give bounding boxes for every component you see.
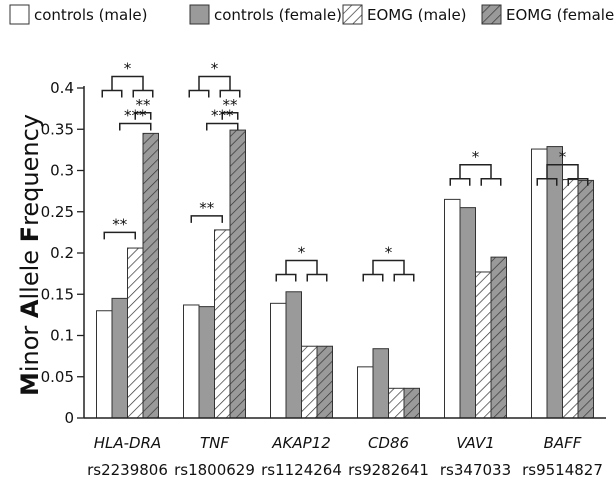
legend-label-eomg-female: EOMG (female): [506, 6, 614, 24]
significance-label: *: [472, 148, 480, 166]
legend-swatch-eomg-female: [481, 4, 502, 25]
bar-vav1-eomg-male: [475, 271, 492, 419]
y-axis-label: Minor Allele Frequency: [16, 114, 44, 396]
y-axis-label-part: requency: [16, 114, 44, 226]
significance-label: **: [136, 96, 152, 114]
y-tick-label: 0.25: [41, 203, 74, 221]
y-axis-label-part: llele: [16, 242, 44, 299]
y-axis-label-part: inor: [16, 318, 44, 372]
bar-cd86-controls-male: [357, 366, 374, 419]
bar-cd86-controls-female: [372, 348, 389, 419]
y-tick-label: 0: [64, 409, 74, 427]
significance-bracket-groups: [459, 164, 492, 179]
x-category-gene-vav1: VAV1: [456, 434, 495, 452]
significance-label: ***: [211, 106, 234, 124]
bar-tnf-eomg-male: [214, 229, 231, 419]
y-axis-label-part: A: [16, 299, 44, 318]
legend-swatch-eomg-male: [342, 4, 363, 25]
significance-label: **: [223, 96, 239, 114]
significance-label: *: [211, 59, 219, 77]
y-tick-label: 0.05: [41, 368, 74, 386]
bar-vav1-controls-male: [444, 198, 461, 419]
x-category-gene-hla-dra: HLA-DRA: [94, 434, 162, 452]
legend-label-controls-male: controls (male): [34, 6, 147, 24]
x-category-snp-rs347033: rs347033: [440, 461, 511, 479]
y-tick-label: 0.4: [50, 79, 74, 97]
x-category-gene-akap12: AKAP12: [271, 434, 331, 452]
bar-vav1-controls-female: [459, 207, 476, 419]
significance-label: *: [124, 59, 132, 77]
significance-bracket-eomg: [306, 273, 328, 282]
significance-bracket: [119, 122, 152, 131]
significance-label: ***: [124, 106, 147, 124]
bar-vav1-eomg-female: [490, 256, 507, 419]
y-tick-label: 0.2: [50, 244, 74, 262]
significance-bracket: [221, 112, 239, 120]
bar-akap12-eomg-female: [316, 345, 333, 419]
significance-bracket-groups: [198, 75, 231, 91]
x-category-gene-baff: BAFF: [544, 434, 582, 452]
x-category-snp-rs1124264: rs1124264: [261, 461, 342, 479]
significance-bracket-controls: [188, 89, 210, 98]
x-category-snp-rs9282641: rs9282641: [348, 461, 429, 479]
bar-baff-eomg-female: [577, 179, 594, 419]
bar-hla-dra-eomg-female: [142, 132, 159, 419]
x-category-snp-rs2239806: rs2239806: [87, 461, 168, 479]
bar-tnf-controls-male: [183, 304, 200, 419]
x-axis: HLA-DRA rs2239806 TNF rs1800629 AKAP12 rs1124…: [84, 417, 606, 479]
y-axis: 0 0.05 0.1 0.15 0.2 0.25 0.3 0.35 0.4: [41, 79, 85, 427]
significance-annotations: ***************** ** *: [101, 59, 589, 282]
bar-hla-dra-controls-female: [111, 297, 128, 419]
bar-hla-dra-controls-male: [96, 310, 113, 419]
significance-bracket: [134, 112, 152, 120]
x-category-snp-rs9514827: rs9514827: [522, 461, 603, 479]
bars: [96, 129, 594, 419]
bar-baff-controls-male: [531, 148, 548, 419]
significance-bracket-controls: [449, 178, 471, 186]
y-axis-label-part: M: [16, 372, 44, 396]
significance-bracket-groups: [372, 259, 405, 275]
bar-akap12-eomg-male: [301, 345, 318, 419]
significance-label: *: [559, 148, 567, 166]
bar-akap12-controls-male: [270, 302, 287, 419]
significance-bracket-groups: [111, 75, 144, 91]
legend-swatch-controls-female: [189, 4, 210, 25]
bar-cd86-eomg-female: [403, 387, 420, 419]
x-category-gene-tnf: TNF: [200, 434, 229, 452]
significance-bracket-eomg: [480, 178, 502, 186]
legend-label-controls-female: controls (female): [214, 6, 342, 24]
significance-bracket-eomg: [393, 273, 415, 282]
y-tick-label: 0.1: [50, 327, 74, 345]
legend-swatch-controls-male: [9, 4, 30, 25]
significance-bracket: [103, 231, 136, 240]
significance-label: *: [298, 243, 306, 261]
bar-tnf-controls-female: [198, 306, 215, 419]
bar-baff-eomg-male: [562, 179, 579, 419]
significance-bracket: [190, 215, 223, 223]
y-axis-label-part: F: [16, 226, 44, 242]
bar-baff-controls-female: [546, 146, 563, 419]
significance-bracket-groups: [546, 164, 579, 179]
significance-label: *: [385, 243, 393, 261]
bar-tnf-eomg-female: [229, 129, 246, 419]
bar-akap12-controls-female: [285, 291, 302, 419]
x-category-snp-rs1800629: rs1800629: [174, 461, 255, 479]
legend: controls (male) controls (female) EOMG (ma…: [9, 4, 614, 25]
x-category-gene-cd86: CD86: [368, 434, 409, 452]
significance-bracket-controls: [275, 273, 297, 282]
significance-label: **: [112, 215, 128, 233]
significance-bracket-controls: [101, 89, 123, 98]
significance-bracket-groups: [285, 259, 318, 275]
significance-bracket-controls: [362, 273, 384, 282]
y-tick-label: 0.15: [41, 285, 74, 303]
significance-bracket: [206, 122, 239, 131]
legend-label-eomg-male: EOMG (male): [367, 6, 467, 24]
y-tick-label: 0.35: [41, 120, 74, 138]
significance-label: **: [199, 199, 215, 217]
bar-cd86-eomg-male: [388, 387, 405, 419]
y-tick-label: 0.3: [50, 162, 74, 180]
bar-hla-dra-eomg-male: [127, 247, 144, 419]
